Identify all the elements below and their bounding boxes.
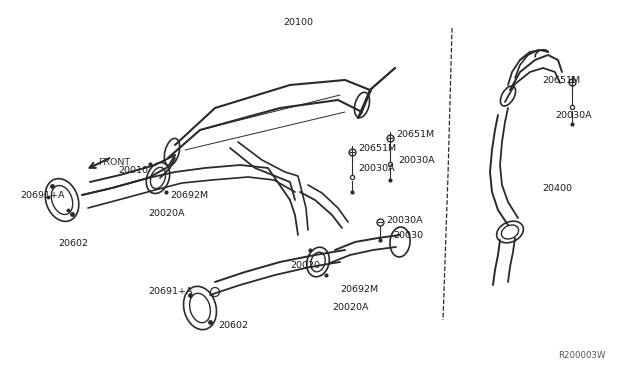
Text: 20020A: 20020A: [148, 208, 184, 218]
Text: 20691+A: 20691+A: [148, 288, 193, 296]
Text: 20030A: 20030A: [358, 164, 395, 173]
Text: FRONT: FRONT: [98, 157, 130, 167]
Text: 20030A: 20030A: [555, 110, 591, 119]
Text: 20692M: 20692M: [340, 285, 378, 295]
Text: 20400: 20400: [542, 183, 572, 192]
Text: 20602: 20602: [218, 321, 248, 330]
Text: 20010: 20010: [118, 166, 148, 174]
Text: 20692M: 20692M: [170, 190, 208, 199]
Text: 20602: 20602: [58, 238, 88, 247]
Text: 20020: 20020: [290, 260, 320, 269]
Text: 20100: 20100: [283, 17, 313, 26]
Text: R200003W: R200003W: [558, 350, 605, 359]
Text: 20020A: 20020A: [332, 304, 369, 312]
Text: 20651M: 20651M: [542, 76, 580, 84]
Text: 20030A: 20030A: [386, 215, 422, 224]
Text: 20030A: 20030A: [398, 155, 435, 164]
Text: 20691+A: 20691+A: [20, 190, 65, 199]
Text: 20651M: 20651M: [358, 144, 396, 153]
Text: 20651M: 20651M: [396, 129, 434, 138]
Text: 20030: 20030: [393, 231, 423, 240]
